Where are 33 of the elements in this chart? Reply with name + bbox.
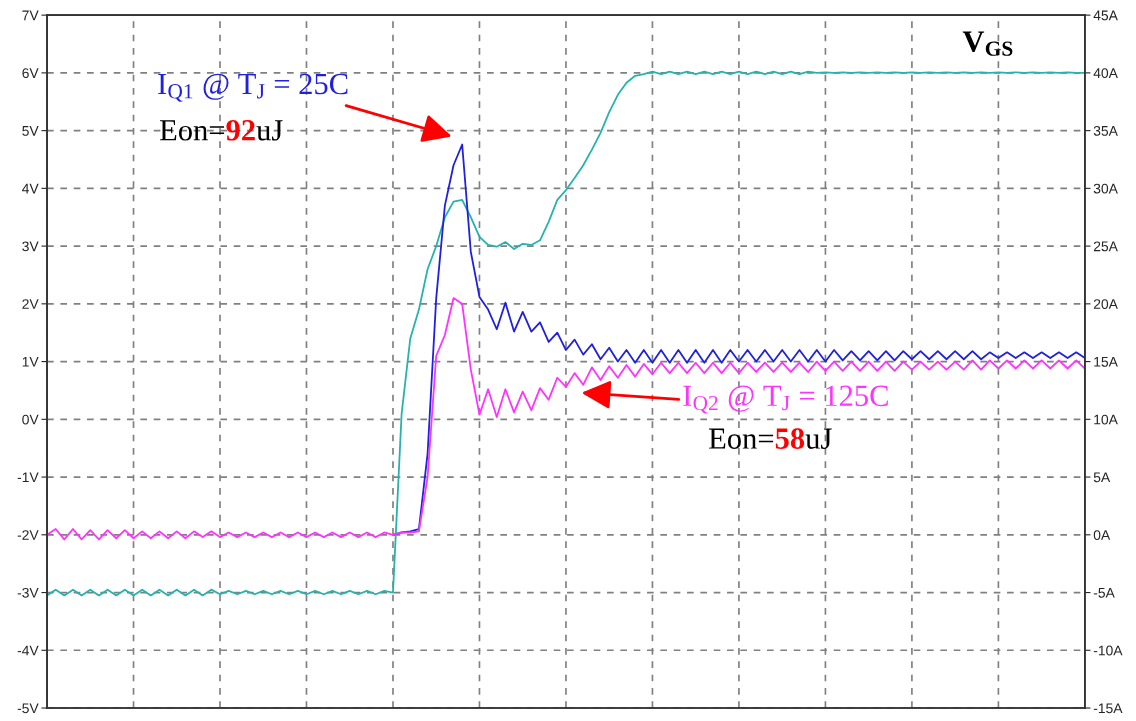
y2-tick-label: -15A — [1093, 703, 1123, 714]
y-tick-label: 4V — [22, 183, 39, 194]
y2-tick-label: 5A — [1093, 472, 1111, 483]
y-tick-label: 1V — [22, 357, 39, 367]
y-tick-label: 2V — [22, 299, 39, 309]
y2-tick-label: 45A — [1093, 10, 1118, 21]
y2-tick-label: 0A — [1093, 530, 1111, 540]
y2-tick-label: 15A — [1094, 357, 1118, 367]
y-tick-label: 5V — [22, 126, 39, 136]
y-tick-label: -5V — [17, 703, 39, 714]
annotation: Eon=92uJ — [160, 120, 283, 141]
y2-tick-label: 35A — [1093, 125, 1118, 136]
y-tick-label: -4V — [17, 645, 39, 656]
y2-tick-label: -5A — [1093, 588, 1115, 598]
y-tick-label: -2V — [17, 530, 39, 540]
line-series — [47, 70, 1085, 597]
y-tick-label: 7V — [22, 10, 39, 21]
y-tick-label: 6V — [22, 68, 39, 79]
line-series — [47, 297, 1085, 541]
y2-tick-label: -10A — [1093, 645, 1123, 656]
y2-tick-label: 25A — [1093, 241, 1118, 252]
y-tick-label: 3V — [22, 241, 39, 252]
y-tick-label: 0V — [22, 414, 39, 425]
y2-tick-label: 20A — [1093, 299, 1118, 310]
y2-tick-label: 10A — [1094, 414, 1118, 425]
text: I$_{Q1}$ @ T$_{J}$ = 25C — [158, 73, 348, 102]
y-tick-label: -3V — [17, 587, 39, 598]
series-label: V$_{GS}$ — [962, 31, 1013, 56]
y2-tick-label: 40A — [1093, 68, 1118, 79]
y-tick-label: -1V — [17, 472, 39, 483]
series-label: I$_{Q2}$ @ T$_{J}$ = 125C — [683, 385, 888, 414]
annotation: Eon=58uJ — [709, 428, 832, 449]
y2-tick-label: 30A — [1093, 183, 1118, 194]
